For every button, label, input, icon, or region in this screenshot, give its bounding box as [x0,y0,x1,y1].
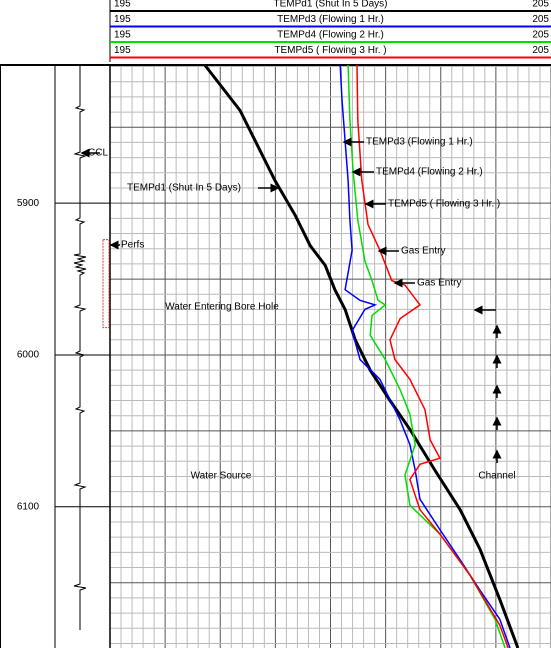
annotation: TEMPd3 (Flowing 1 Hr.) [366,137,473,148]
temperature-curve [356,64,509,648]
temperature-curve [339,64,511,648]
annotation: TEMPd5 ( Flowing 3 Hr. ) [388,199,500,210]
annotation: Water Entering Bore Hole [165,302,279,313]
annotation: Gas Entry [417,278,461,289]
grid [109,65,551,648]
temperature-curve [347,64,506,648]
legend-header: 195 TEMPd1 (Shut In 5 Days) 205 195 TEMPd3 (… [109,0,551,62]
annotation: TEMPd4 (Flowing 2 Hr.) [376,167,483,178]
legend-max: 205 [532,45,549,56]
legend-label: TEMPd1 (Shut In 5 Days) [274,0,388,10]
annotation: TEMPd1 (Shut In 5 Days) [127,183,241,194]
depth-track: 5900 6000 6100 [0,64,551,648]
legend-min: 195 [114,14,131,25]
annotation: Gas Entry [401,246,445,257]
legend-max: 205 [532,14,549,25]
annotation: Water Source [191,471,252,482]
legend-label: TEMPd4 (Flowing 2 Hr.) [277,30,384,41]
legend-label: TEMPd5 ( Flowing 3 Hr. ) [274,45,386,56]
annotation: Perfs [121,240,144,251]
legend-label: TEMPd3 (Flowing 1 Hr.) [277,14,384,25]
annotation: Channel [478,471,515,482]
y-tick-label: 5900 [17,198,40,209]
perforation-interval [102,239,110,329]
legend-max: 205 [532,0,549,10]
legend-min: 195 [114,0,131,10]
legend-max: 205 [532,30,549,41]
y-tick-label: 6100 [17,501,40,512]
legend-min: 195 [114,45,131,56]
y-tick-label: 6000 [17,350,40,361]
legend-min: 195 [114,30,131,41]
